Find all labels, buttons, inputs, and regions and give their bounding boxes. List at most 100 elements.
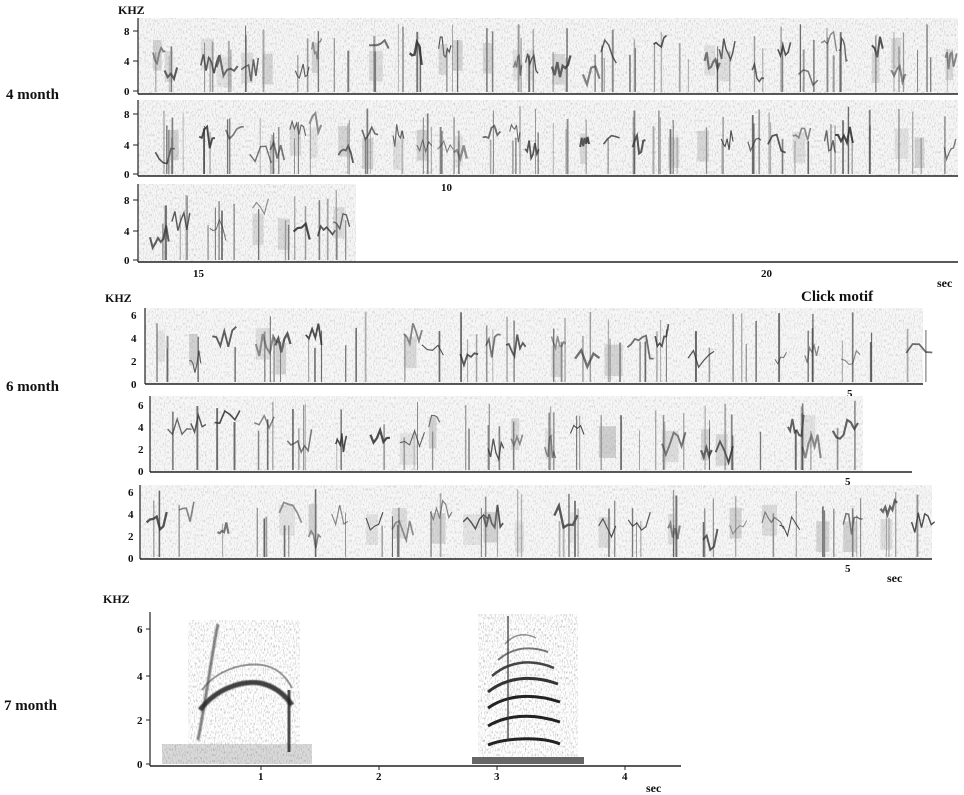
energy-smudge: [241, 52, 254, 83]
frequency-trace: [579, 136, 590, 148]
frequency-trace: [512, 53, 523, 76]
frequency-trace: [369, 38, 390, 49]
noise-texture: [478, 614, 578, 757]
x-tick-label: 3: [494, 771, 500, 783]
frequency-trace: [253, 413, 275, 430]
energy-smudge: [668, 137, 680, 168]
y-ticks: 8 4 0: [124, 195, 138, 267]
frequency-trace: [801, 432, 822, 459]
frequency-trace: [553, 501, 579, 530]
frequency-unit-label: KHZ: [103, 592, 130, 606]
energy-smudge: [277, 218, 290, 250]
frequency-trace: [152, 45, 166, 66]
energy-smudge: [279, 504, 295, 536]
harmonic-band: [201, 663, 293, 691]
harmonic-band: [491, 661, 555, 677]
frequency-trace: [482, 124, 502, 140]
energy-smudge: [416, 129, 428, 161]
frequency-trace: [289, 119, 307, 137]
energy-smudge: [463, 514, 481, 545]
energy-smudge: [701, 429, 709, 461]
y-tick-label: 8: [124, 26, 130, 38]
frequency-unit-label: KHZ: [118, 3, 145, 17]
y-tick-label: 0: [124, 86, 130, 98]
x-tick-label: 10: [441, 182, 453, 194]
x-tick-label: 15: [193, 268, 205, 280]
frequency-trace: [890, 64, 907, 86]
frequency-trace: [316, 224, 336, 237]
y-tick-label: 8: [124, 109, 130, 121]
noise-texture: [140, 485, 932, 559]
frequency-trace: [510, 434, 524, 448]
harmonic-band: [487, 677, 559, 694]
energy-smudge: [598, 517, 611, 548]
frequency-trace: [544, 434, 557, 459]
spectrogram-panel: 8 4 0 10: [124, 100, 958, 194]
frequency-trace: [482, 504, 504, 530]
energy-smudge: [393, 139, 401, 170]
frequency-trace: [661, 431, 687, 458]
frequency-trace: [804, 342, 820, 363]
frequency-trace: [365, 512, 384, 531]
x-tick-label: 20: [761, 268, 773, 280]
call-1-spectrogram: [162, 620, 312, 764]
frequency-trace: [550, 55, 572, 78]
frequency-trace: [212, 326, 237, 349]
y-tick-label: 2: [128, 531, 134, 543]
frequency-trace: [761, 510, 785, 530]
frequency-trace: [453, 145, 468, 163]
x-tick-label: 2: [376, 771, 382, 783]
energy-smudge: [438, 44, 448, 75]
noise-texture: [138, 18, 958, 94]
energy-smudge: [511, 418, 520, 450]
row-4-month: 4 month KHZ 8 4 0 5 8: [6, 3, 958, 290]
y-tick-label: 0: [131, 379, 137, 391]
y-ticks: 6 4 2 0: [138, 400, 144, 478]
energy-smudge: [453, 135, 463, 167]
energy-smudge: [216, 56, 232, 88]
energy-smudge: [164, 51, 174, 82]
spectrogram-marks: [152, 24, 958, 92]
frequency-trace: [600, 38, 617, 64]
frequency-trace: [779, 515, 801, 538]
frequency-trace: [240, 57, 260, 82]
frequency-trace: [797, 68, 819, 87]
y-tick-label: 4: [131, 333, 137, 345]
energy-smudge: [552, 54, 565, 85]
frequency-trace: [838, 36, 848, 63]
y-tick-label: 0: [124, 255, 130, 267]
energy-smudge: [262, 53, 273, 85]
energy-smudge: [153, 40, 162, 71]
frequency-trace: [215, 53, 239, 79]
energy-smudge: [166, 129, 179, 161]
fundamental-band: [198, 679, 295, 712]
spectrogram-panel: 6 4 2 0 5: [138, 396, 912, 488]
frequency-trace: [214, 409, 241, 425]
energy-smudge: [945, 49, 954, 81]
frequency-trace: [569, 424, 585, 435]
energy-smudge: [544, 428, 553, 460]
frequency-trace: [163, 67, 179, 82]
frequency-trace: [311, 38, 323, 60]
noise-texture: [138, 100, 958, 176]
y-tick-label: 8: [124, 195, 130, 207]
spectrogram-panel: 8 4 0 5: [124, 18, 958, 110]
frequency-trace: [391, 519, 415, 544]
time-unit-label: sec: [646, 781, 662, 795]
frequency-trace: [720, 130, 734, 150]
time-unit-label: sec: [887, 571, 903, 585]
y-tick-label: 6: [138, 400, 144, 412]
y-ticks: 6 4 2 0: [128, 487, 134, 565]
frequency-trace: [667, 519, 681, 540]
frequency-trace: [428, 414, 441, 428]
click-motif-annotation: Click motif: [801, 289, 874, 305]
energy-smudge: [362, 138, 374, 169]
noise-texture: [150, 396, 863, 472]
y-tick-label: 0: [128, 553, 134, 565]
frequency-trace: [403, 322, 423, 347]
frequency-unit-label: KHZ: [105, 291, 132, 305]
energy-smudge: [704, 45, 716, 76]
energy-smudge: [483, 511, 498, 543]
energy-smudge: [715, 434, 728, 466]
frequency-trace: [217, 522, 230, 535]
